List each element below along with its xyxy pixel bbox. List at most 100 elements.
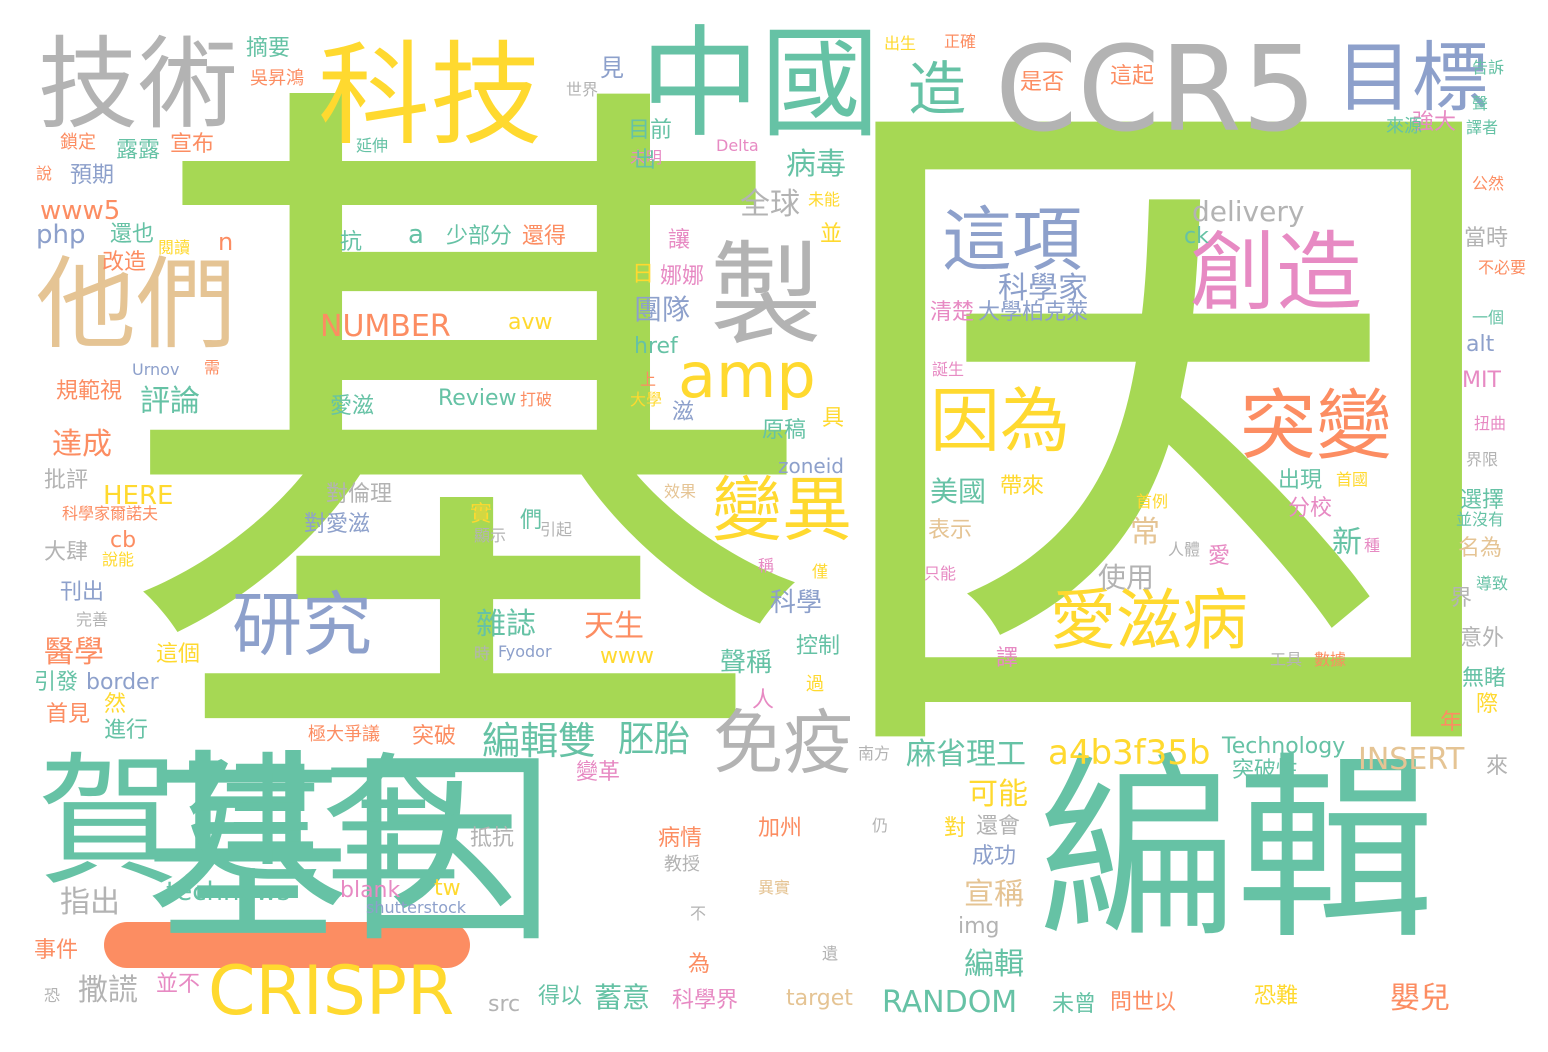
cloud-word: www <box>600 644 654 669</box>
cloud-word: 麻省理工 <box>906 737 1026 772</box>
cloud-word: 還會 <box>976 814 1021 839</box>
cloud-word: alt <box>1466 332 1495 357</box>
cloud-word: 達成 <box>52 427 112 462</box>
cloud-word: zoneid <box>778 454 844 478</box>
cloud-word: 病毒 <box>786 147 846 182</box>
cloud-word: 全球 <box>740 187 800 222</box>
cloud-word: 世界 <box>566 80 599 99</box>
cloud-word: 指出 <box>60 885 120 920</box>
cloud-word: 可能 <box>968 777 1028 812</box>
cloud-word: 常 <box>1130 515 1160 550</box>
cloud-word: delivery <box>1192 195 1305 228</box>
cloud-word: 成功 <box>972 844 1017 869</box>
cloud-word: href <box>634 334 678 359</box>
cloud-word: Urnov <box>132 360 180 379</box>
cloud-word: 評論 <box>140 384 200 419</box>
cloud-word: 原稿 <box>762 418 807 443</box>
cloud-word: 研究 <box>232 584 372 666</box>
cloud-word: 人 <box>752 688 775 713</box>
cloud-word: 他們 <box>36 246 236 363</box>
cloud-word: Technology <box>1222 734 1346 759</box>
cloud-word: 扭曲 <box>1474 414 1507 433</box>
cloud-word: 規範視 <box>56 379 123 404</box>
cloud-word: 種 <box>1364 536 1381 555</box>
cloud-word: Fyodor <box>498 642 552 661</box>
cloud-word: 未明 <box>630 148 663 167</box>
cloud-word: 愛滋病 <box>1050 582 1248 659</box>
cloud-word: 上 <box>640 370 657 389</box>
cloud-word: 嬰兒 <box>1390 981 1450 1016</box>
cloud-word: 譯 <box>996 646 1019 671</box>
cloud-word: 蓄意 <box>594 981 651 1014</box>
cloud-word: 清楚 <box>930 300 975 325</box>
cloud-word: 對 <box>944 816 967 841</box>
cloud-word: tw <box>434 876 461 901</box>
cloud-word: 編輯 <box>964 947 1024 982</box>
cloud-word: php <box>36 220 86 250</box>
cloud-word: amp <box>678 339 816 412</box>
cloud-word: 免疫 <box>713 702 853 784</box>
cloud-word: 表示 <box>928 518 973 543</box>
cloud-word: 選擇 <box>1460 488 1505 513</box>
cloud-word: 賀建奎 <box>38 740 464 905</box>
cloud-word: 是否 <box>1020 70 1065 95</box>
cloud-word: 當時 <box>1464 226 1509 251</box>
cloud-word: 聲 <box>1472 94 1489 113</box>
cloud-word: a <box>408 220 424 250</box>
cloud-word: 刊出 <box>60 580 105 605</box>
cloud-word: 說 <box>36 164 53 183</box>
cloud-word: 科學家 <box>998 271 1088 306</box>
cloud-word: 來源 <box>1386 116 1422 137</box>
cloud-word: img <box>958 914 1000 939</box>
cloud-word: 不必要 <box>1478 258 1527 277</box>
cloud-word: 摘要 <box>246 36 291 61</box>
cloud-word: 科技 <box>318 31 542 161</box>
cloud-word: 為 <box>688 952 711 977</box>
cloud-word: n <box>218 228 234 256</box>
cloud-word: 工具 <box>1270 650 1303 669</box>
cloud-word: 得以 <box>538 984 583 1009</box>
cloud-word: 並沒有 <box>1456 510 1505 529</box>
cloud-word: 抗 <box>340 230 363 255</box>
cloud-word: HERE <box>103 481 174 511</box>
cloud-word: 並 <box>820 222 843 247</box>
cloud-word: 打破 <box>520 390 553 409</box>
cloud-word: MIT <box>1462 368 1501 393</box>
cloud-word: 恐 <box>44 986 61 1005</box>
cloud-word: 過 <box>806 674 824 695</box>
cloud-word: src <box>488 992 521 1017</box>
cloud-word: 批評 <box>44 468 89 493</box>
cloud-word: 公然 <box>1472 174 1505 193</box>
cloud-word: 撒謊 <box>78 973 138 1008</box>
cloud-word: 不 <box>690 904 707 923</box>
cloud-word: 滋 <box>672 400 695 425</box>
cloud-word: 閱讀 <box>158 238 191 257</box>
cloud-word: 際 <box>1476 692 1499 717</box>
cloud-word: 還得 <box>522 224 567 249</box>
cloud-word: 宣布 <box>170 132 215 157</box>
cloud-word: 首國 <box>1336 470 1369 489</box>
cloud-word: 引發 <box>34 670 79 695</box>
cloud-word: avw <box>508 310 553 335</box>
cloud-word: a4b3f35b <box>1048 733 1211 773</box>
cloud-word: 出生 <box>884 34 917 53</box>
cloud-word: 控制 <box>796 634 841 659</box>
cloud-word: 團隊 <box>634 293 691 326</box>
cloud-word: 使用 <box>1098 561 1155 594</box>
cloud-word: 進行 <box>104 718 149 743</box>
cloud-word: 日 <box>632 262 655 287</box>
cloud-word: 加州 <box>758 816 803 841</box>
cloud-word: 完善 <box>76 610 109 629</box>
cloud-word: 首見 <box>46 702 91 727</box>
cloud-word: RANDOM <box>882 985 1018 1020</box>
cloud-word: 們 <box>520 508 543 533</box>
cloud-word: 然 <box>104 692 127 717</box>
cloud-word: 目前 <box>628 118 673 143</box>
cloud-word: 改造 <box>102 250 147 275</box>
cloud-word: 大肆 <box>44 540 89 565</box>
cloud-word: 南方 <box>858 744 891 763</box>
cloud-word: 教授 <box>664 854 700 875</box>
cloud-word: 只能 <box>924 564 957 583</box>
cloud-word: 對倫理 <box>326 482 393 507</box>
